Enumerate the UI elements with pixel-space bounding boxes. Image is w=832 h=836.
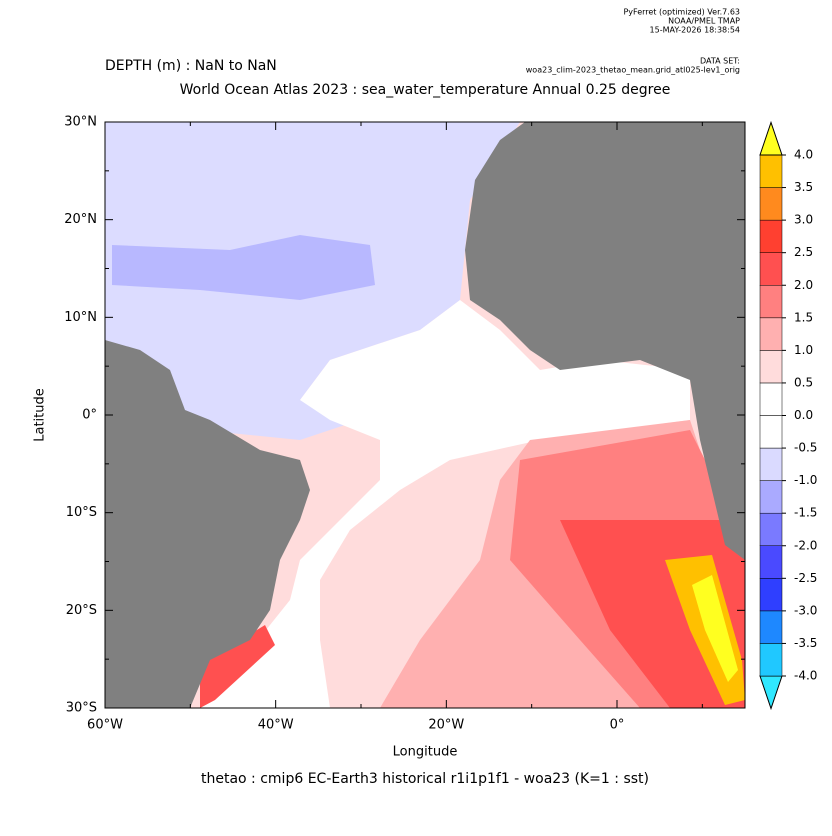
- cold-patch: [112, 235, 375, 300]
- program: PyFerret (optimized) Ver.7.63: [623, 8, 740, 17]
- y-tick-label: 0°: [82, 408, 97, 423]
- org: NOAA/PMEL TMAP: [668, 17, 740, 26]
- colorbar-bin: [759, 285, 783, 319]
- colorbar-label: 1.0: [794, 343, 813, 357]
- y-tick-label: 30°N: [64, 115, 97, 130]
- field: [105, 122, 745, 708]
- colorbar-label: -2.0: [794, 538, 817, 552]
- chart-title: World Ocean Atlas 2023 : sea_water_tempe…: [180, 82, 671, 98]
- x-label: Longitude: [393, 745, 458, 760]
- colorbar-label: 3.5: [794, 180, 813, 194]
- colorbar-label: 3.0: [794, 213, 813, 227]
- caption: thetao : cmip6 EC-Earth3 historical r1i1…: [201, 771, 649, 787]
- colorbar-label: 1.5: [794, 310, 813, 324]
- x-tick-label: 0°: [610, 718, 625, 733]
- colorbar-bin: [759, 643, 783, 677]
- y-tick-label: 30°S: [66, 701, 97, 716]
- y-tick-label: 20°N: [64, 212, 97, 227]
- colorbar-bin: [759, 219, 783, 253]
- land-africa: [465, 122, 745, 560]
- y-tick-label: 20°S: [66, 603, 97, 618]
- x-tick-label: 40°W: [258, 718, 294, 733]
- colorbar-label: 2.5: [794, 245, 813, 259]
- colorbar-bin: [759, 415, 783, 449]
- colorbar-bin: [759, 350, 783, 384]
- y-tick-label: 10°N: [64, 310, 97, 325]
- y-label: Latitude: [33, 388, 48, 442]
- colorbar-label: -4.0: [794, 669, 817, 683]
- x-tick-label: 60°W: [87, 718, 123, 733]
- colorbar-label: 0.0: [794, 408, 813, 422]
- dataset-label: DATA SET:: [700, 57, 740, 66]
- colorbar-bin: [759, 154, 783, 188]
- y-tick-label: 10°S: [66, 505, 97, 520]
- colorbar-bin: [759, 578, 783, 612]
- colorbar-label: -0.5: [794, 441, 817, 455]
- colorbar-label: -1.0: [794, 473, 817, 487]
- colorbar-label: 2.0: [794, 278, 813, 292]
- dataset: woa23_clim-2023_thetao_mean.grid_atl025-…: [526, 66, 740, 75]
- colorbar-label: -2.5: [794, 571, 817, 585]
- colorbar-label: -3.0: [794, 603, 817, 617]
- colorbar-bin: [759, 480, 783, 514]
- colorbar-bin: [759, 187, 783, 221]
- colorbar-bin: [759, 545, 783, 579]
- subtitle: DEPTH (m) : NaN to NaN: [105, 58, 277, 74]
- date: 15-MAY-2026 18:38:54: [650, 26, 740, 35]
- colorbar-bin: [759, 252, 783, 286]
- coastal-strip: [200, 625, 275, 708]
- colorbar-bin: [759, 382, 783, 416]
- colorbar-label: 4.0: [794, 148, 813, 162]
- x-tick-label: 20°W: [428, 718, 464, 733]
- colorbar-bin: [759, 512, 783, 546]
- colorbar-label: 0.5: [794, 375, 813, 389]
- land-south-america: [105, 340, 310, 708]
- colorbar-label: -1.5: [794, 506, 817, 520]
- colorbar-label: -3.5: [794, 636, 817, 650]
- neutral-band: [200, 300, 690, 708]
- colorbar-under: [759, 675, 783, 711]
- colorbar-bin: [759, 447, 783, 481]
- colorbar-over: [759, 120, 783, 156]
- colorbar-bin: [759, 317, 783, 351]
- colorbar-bin: [759, 610, 783, 644]
- warm-region-5: [692, 575, 738, 682]
